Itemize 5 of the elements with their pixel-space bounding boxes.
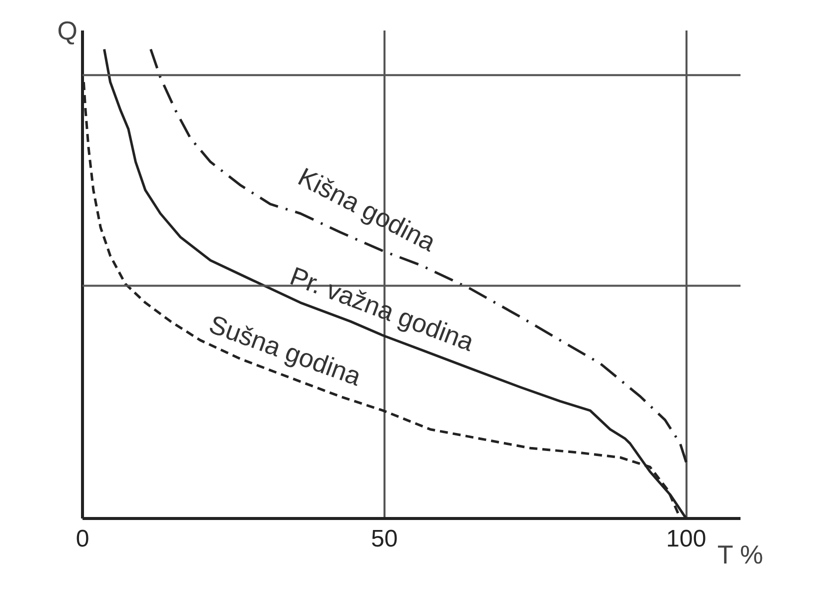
x-tick-label: 0 bbox=[76, 526, 90, 552]
y-axis-title: Q bbox=[57, 16, 78, 46]
x-tick-label: 50 bbox=[370, 526, 398, 552]
x-axis-title: T % bbox=[717, 540, 764, 570]
x-tick-label: 100 bbox=[666, 526, 706, 552]
